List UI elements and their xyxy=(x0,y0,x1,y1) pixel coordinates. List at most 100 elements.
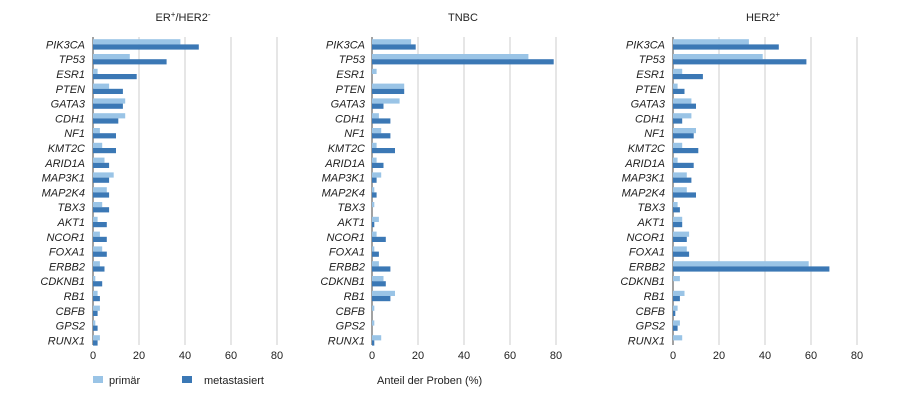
gene-label: PIK3CA xyxy=(326,39,365,51)
gene-label: NCOR1 xyxy=(626,232,665,244)
bar-metastatic xyxy=(673,133,694,139)
bar-primary xyxy=(93,83,110,89)
bar-primary xyxy=(93,172,114,178)
gene-label: NCOR1 xyxy=(326,232,365,244)
gene-label: RB1 xyxy=(64,291,85,303)
gene-label: GPS2 xyxy=(636,321,665,333)
gene-label: KMT2C xyxy=(48,143,85,155)
gene-label: CDKNB1 xyxy=(40,276,85,288)
bar-primary xyxy=(93,320,96,326)
x-tick-label: 0 xyxy=(90,350,96,362)
bar-primary xyxy=(372,142,377,148)
bar-primary xyxy=(673,231,690,237)
bar-metastatic xyxy=(372,177,377,183)
gene-label: TP53 xyxy=(59,54,86,66)
gene-label: NF1 xyxy=(344,128,365,140)
gene-label: AKT1 xyxy=(636,217,665,229)
gene-label: RUNX1 xyxy=(48,335,85,347)
bar-primary xyxy=(372,276,384,282)
x-tick-label: 60 xyxy=(504,350,516,362)
bar-primary xyxy=(372,83,405,89)
bar-primary xyxy=(372,172,382,178)
bar-primary xyxy=(673,305,678,311)
bar-primary xyxy=(372,261,379,267)
bar-metastatic xyxy=(673,44,779,50)
chart-panel-1: 0 20 40 60 80 ER+/HER2- PIK3CA TP53 ESR1 PTEN GATA… xyxy=(40,10,283,363)
gene-label: ARID1A xyxy=(624,158,665,170)
bar-primary xyxy=(93,202,103,208)
bar-metastatic xyxy=(673,266,830,272)
chart-panel-3: 0 20 40 60 80 HER2+ PIK3CA TP53 ESR1 PTEN GATA3 CDH… xyxy=(620,10,863,363)
gene-label: TBX3 xyxy=(637,202,665,214)
bar-primary xyxy=(372,98,400,104)
x-tick-label: 20 xyxy=(133,350,145,362)
bar-metastatic xyxy=(372,118,391,124)
bar-primary xyxy=(673,276,680,282)
bar-metastatic xyxy=(93,148,116,154)
x-tick-label: 60 xyxy=(805,350,817,362)
bar-primary xyxy=(93,335,100,341)
bar-primary xyxy=(372,157,377,163)
bar-metastatic xyxy=(93,236,107,242)
gene-label: RUNX1 xyxy=(628,335,665,347)
bar-primary xyxy=(372,187,375,193)
gene-label: RUNX1 xyxy=(328,335,365,347)
bar-primary xyxy=(673,113,692,119)
gene-label: GPS2 xyxy=(336,321,365,333)
bar-primary xyxy=(673,98,692,104)
bar-primary xyxy=(673,202,678,208)
x-tick-label: 80 xyxy=(550,350,562,362)
bar-primary xyxy=(372,216,379,222)
gene-label: RB1 xyxy=(344,291,365,303)
bar-primary xyxy=(372,68,377,74)
bar-metastatic xyxy=(673,177,692,183)
bar-primary xyxy=(93,276,96,282)
bar-primary xyxy=(673,290,685,296)
gene-label: NF1 xyxy=(64,128,85,140)
bar-primary xyxy=(372,246,375,252)
bar-primary xyxy=(673,216,683,222)
bar-metastatic xyxy=(93,103,123,109)
bar-metastatic xyxy=(673,148,699,154)
bar-metastatic xyxy=(372,266,391,272)
bar-primary xyxy=(673,187,687,193)
bar-metastatic xyxy=(372,222,375,228)
bar-primary xyxy=(673,157,678,163)
bar-metastatic xyxy=(673,325,678,331)
panels: 0 20 40 60 80 ER+/HER2- PIK3CA TP53 ESR1 PTEN GATA… xyxy=(40,10,863,363)
gene-label: ERBB2 xyxy=(329,261,365,273)
bar-primary xyxy=(372,290,395,296)
bar-primary xyxy=(673,54,763,60)
bar-metastatic xyxy=(372,44,416,50)
gene-label: CDH1 xyxy=(55,113,85,125)
bar-metastatic xyxy=(93,59,167,65)
gene-label: GATA3 xyxy=(631,99,666,111)
gene-label: PTEN xyxy=(336,84,365,96)
bar-primary xyxy=(93,113,126,119)
x-tick-label: 0 xyxy=(369,350,375,362)
bar-primary xyxy=(673,142,683,148)
gene-label: CDKNB1 xyxy=(320,276,365,288)
bar-primary xyxy=(93,128,100,134)
bar-metastatic xyxy=(673,88,685,94)
bar-primary xyxy=(93,305,100,311)
gene-label: CBFB xyxy=(56,306,85,318)
bar-metastatic xyxy=(673,310,676,316)
bar-metastatic xyxy=(372,133,391,139)
bar-primary xyxy=(673,68,683,74)
bar-primary xyxy=(372,202,375,208)
gene-label: MAP3K1 xyxy=(622,173,665,185)
gene-label: MAP3K1 xyxy=(42,173,85,185)
gene-label: ARID1A xyxy=(324,158,365,170)
gene-label: AKT1 xyxy=(56,217,85,229)
bar-primary xyxy=(93,98,126,104)
bar-primary xyxy=(673,39,749,45)
gene-label: GPS2 xyxy=(56,321,85,333)
bar-metastatic xyxy=(93,340,98,346)
x-tick-label: 80 xyxy=(271,350,283,362)
gene-label: ESR1 xyxy=(336,69,365,81)
gene-label: NCOR1 xyxy=(46,232,85,244)
bar-metastatic xyxy=(673,251,690,257)
gene-label: KMT2C xyxy=(328,143,365,155)
bar-metastatic xyxy=(673,74,703,80)
